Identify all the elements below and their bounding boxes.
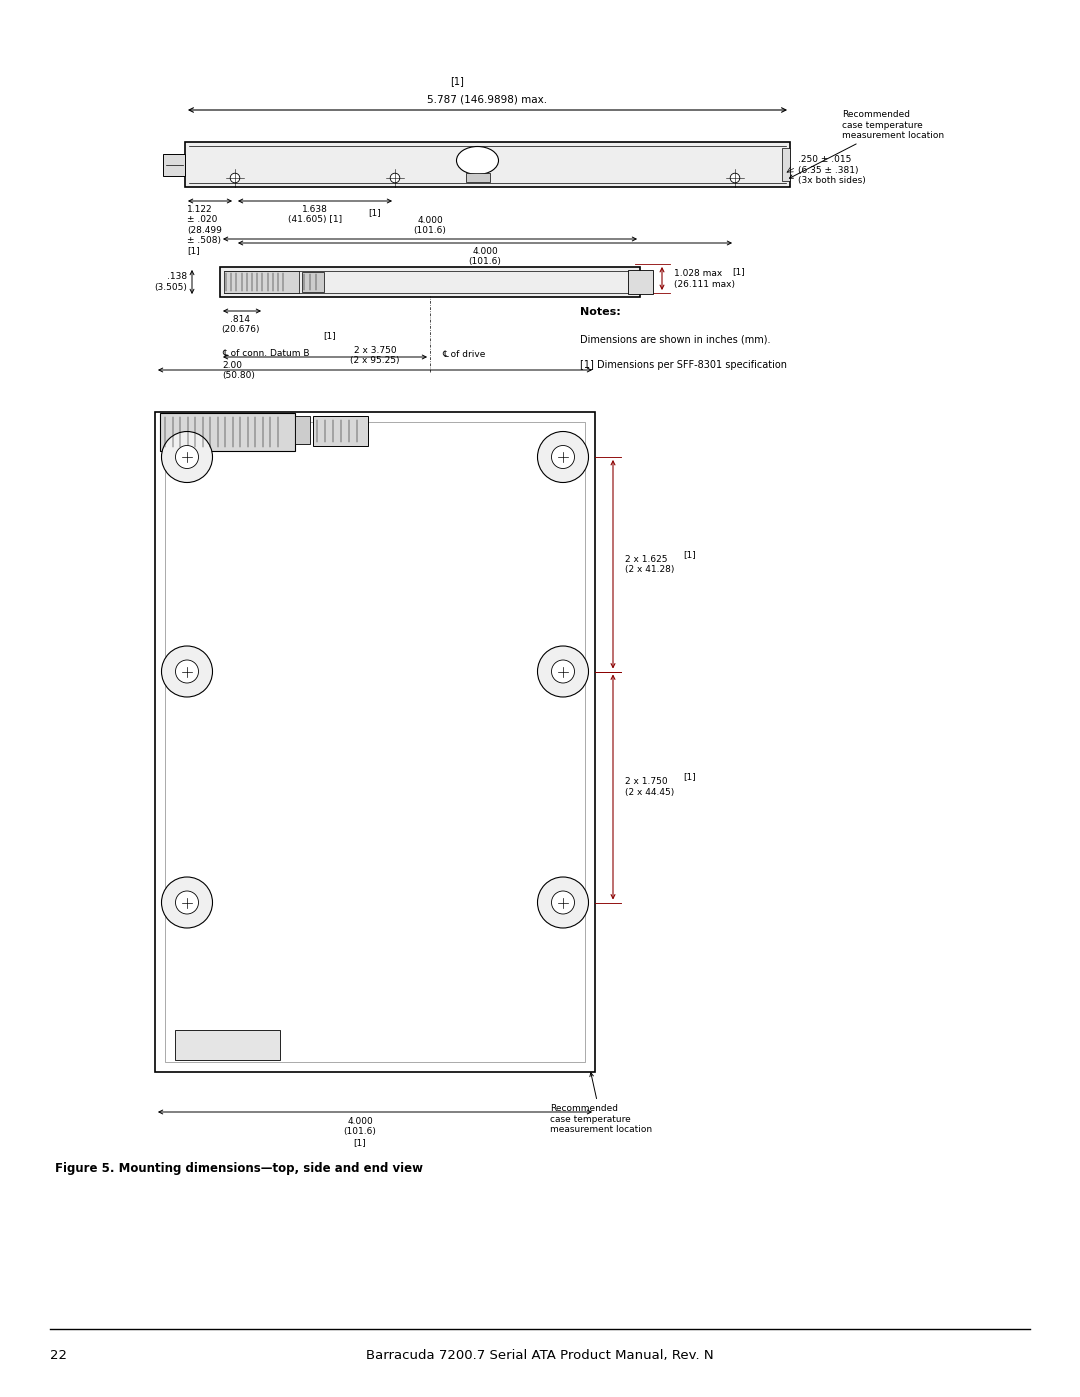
Text: ℄ of conn. Datum B: ℄ of conn. Datum B (222, 348, 310, 358)
Text: Notes:: Notes: (580, 307, 621, 317)
Text: 4.000
(101.6): 4.000 (101.6) (469, 247, 501, 267)
Bar (465, 173, 489, 182)
Text: [1]: [1] (683, 550, 696, 559)
Text: Barracuda 7200.7 Serial ATA Product Manual, Rev. N: Barracuda 7200.7 Serial ATA Product Manu… (366, 1350, 714, 1362)
Text: .138
(3.505): .138 (3.505) (154, 272, 187, 292)
Text: 22: 22 (50, 1350, 67, 1362)
Bar (220, 267, 640, 298)
Circle shape (162, 877, 213, 928)
Circle shape (552, 659, 575, 683)
Bar (627, 270, 653, 293)
Bar (185, 142, 789, 187)
Text: 1.028 max
(26.111 max): 1.028 max (26.111 max) (674, 270, 735, 289)
Circle shape (175, 446, 199, 468)
Text: Recommended
case temperature
measurement location: Recommended case temperature measurement… (789, 110, 944, 179)
Circle shape (538, 645, 589, 697)
Circle shape (162, 645, 213, 697)
Text: 2 x 1.750
(2 x 44.45): 2 x 1.750 (2 x 44.45) (625, 777, 674, 796)
Bar (175, 1030, 280, 1060)
Bar (165, 422, 585, 1062)
Bar (163, 154, 185, 176)
Circle shape (538, 877, 589, 928)
Text: Recommended
case temperature
measurement location: Recommended case temperature measurement… (550, 1073, 652, 1134)
Text: .250 ± .015
(6.35 ± .381)
(3x both sides): .250 ± .015 (6.35 ± .381) (3x both sides… (798, 155, 866, 184)
Text: [1] Dimensions per SFF-8301 specification: [1] Dimensions per SFF-8301 specificatio… (580, 360, 787, 370)
Bar (295, 416, 310, 444)
Text: [1]: [1] (450, 75, 464, 87)
Text: [1]: [1] (324, 331, 336, 339)
Text: Dimensions are shown in inches (mm).: Dimensions are shown in inches (mm). (580, 335, 770, 345)
Text: [1]: [1] (732, 267, 745, 277)
Circle shape (175, 659, 199, 683)
Circle shape (538, 432, 589, 482)
Text: 1.122
± .020
(28.499
± .508)
[1]: 1.122 ± .020 (28.499 ± .508) [1] (187, 205, 221, 256)
Text: 2.00
(50.80): 2.00 (50.80) (222, 360, 255, 380)
Bar (224, 271, 299, 293)
Bar (313, 416, 368, 446)
Text: 2 x 1.625
(2 x 41.28): 2 x 1.625 (2 x 41.28) (625, 555, 674, 574)
Circle shape (175, 891, 199, 914)
Text: ℄ of drive: ℄ of drive (442, 349, 485, 359)
Text: 4.000
(101.6): 4.000 (101.6) (414, 215, 446, 235)
Text: .814
(20.676): .814 (20.676) (220, 314, 259, 334)
Bar (160, 414, 295, 451)
Text: 5.787 (146.9898) max.: 5.787 (146.9898) max. (428, 95, 548, 105)
Text: [1]: [1] (368, 208, 381, 217)
Circle shape (552, 446, 575, 468)
Circle shape (162, 432, 213, 482)
Text: [1]: [1] (683, 773, 696, 781)
Bar (156, 412, 595, 1071)
Bar (782, 148, 789, 182)
Ellipse shape (457, 147, 499, 175)
Circle shape (552, 891, 575, 914)
Text: 1.638
(41.605) [1]: 1.638 (41.605) [1] (288, 205, 342, 225)
Text: Figure 5. Mounting dimensions—top, side and end view: Figure 5. Mounting dimensions—top, side … (55, 1162, 423, 1175)
Circle shape (390, 173, 400, 183)
Circle shape (230, 173, 240, 183)
Bar (302, 272, 324, 292)
Text: 2 x 3.750
(2 x 95.25): 2 x 3.750 (2 x 95.25) (350, 345, 400, 365)
Text: 4.000
(101.6)
[1]: 4.000 (101.6) [1] (343, 1118, 377, 1147)
Circle shape (730, 173, 740, 183)
